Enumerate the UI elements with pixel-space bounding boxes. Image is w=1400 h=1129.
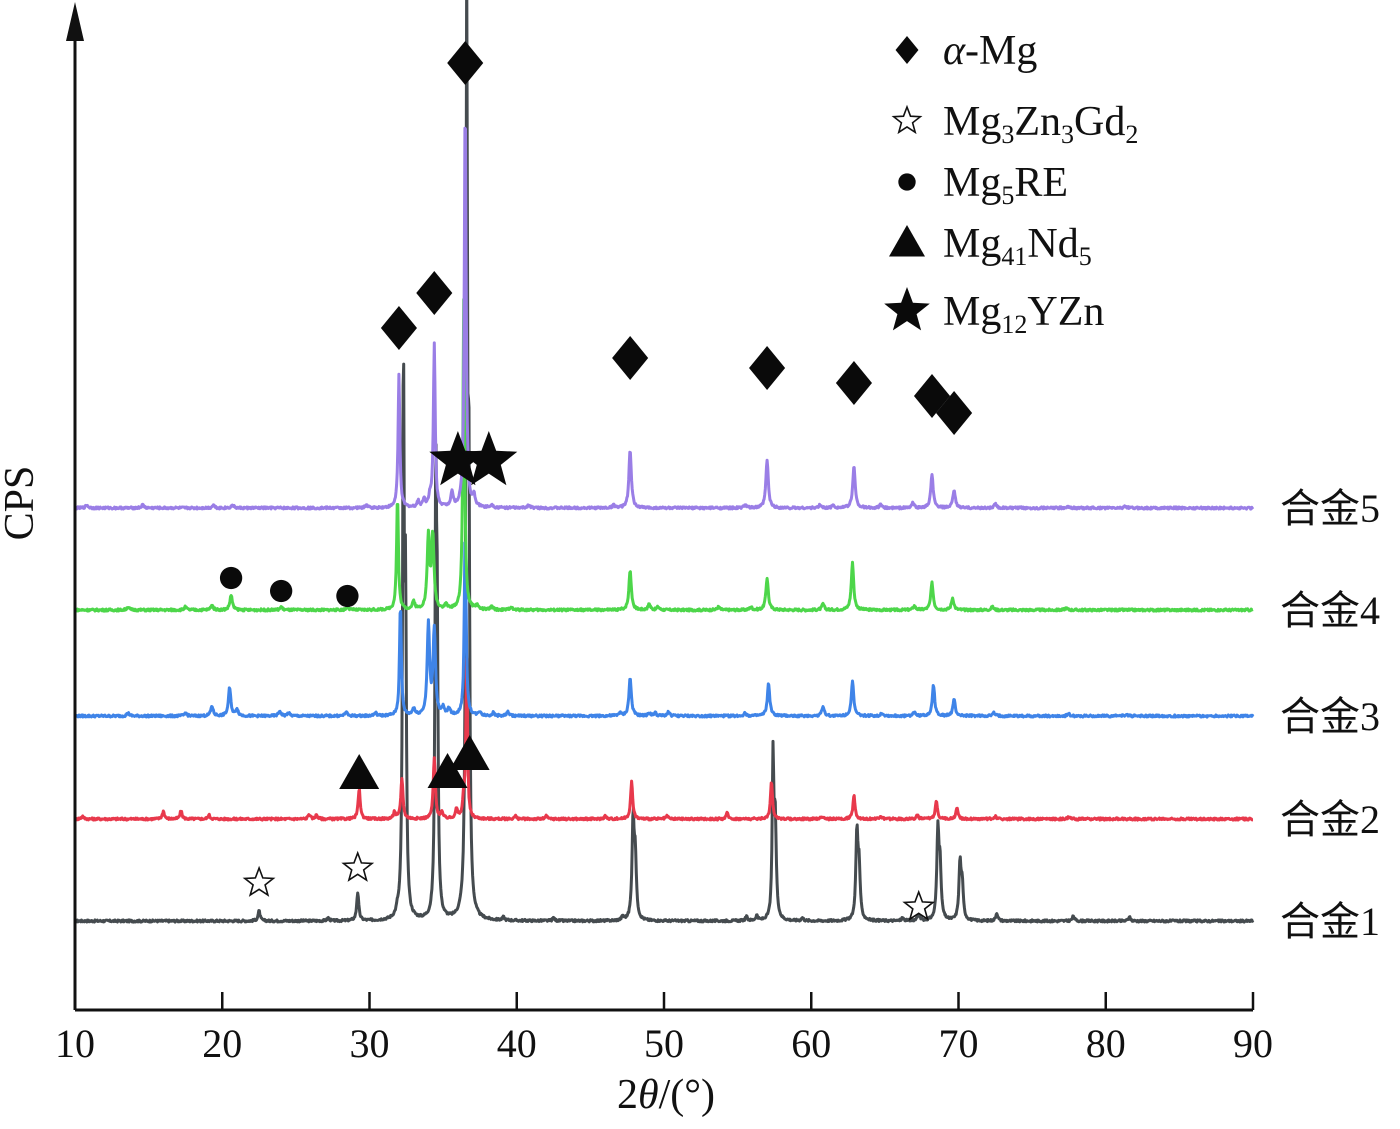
marker-diamond xyxy=(936,391,973,435)
legend-label-part: 3 xyxy=(1061,120,1074,149)
series-line-2 xyxy=(73,656,1254,822)
marker-diamond xyxy=(835,361,872,405)
marker-circle xyxy=(269,579,293,603)
marker-circle xyxy=(219,566,243,590)
legend-label-part: 12 xyxy=(1001,310,1027,339)
legend-label: α-Mg xyxy=(943,28,1037,74)
marker-triangle xyxy=(339,754,380,789)
x-axis-title: 2θ/(°) xyxy=(617,1072,715,1118)
legend-label-part: -Mg xyxy=(965,28,1037,74)
y-axis-title: CPS xyxy=(0,466,43,541)
legend-label-part: 41 xyxy=(1001,242,1027,271)
series-layer xyxy=(73,0,1255,924)
marker-diamond xyxy=(913,374,951,418)
series-label: 合金1 xyxy=(1280,899,1380,944)
legend-label-part: RE xyxy=(1014,160,1068,206)
legend-label-part: Mg xyxy=(943,289,1001,335)
legend-label-part: Mg xyxy=(943,99,1001,145)
legend-label-part: Mg xyxy=(943,160,1001,206)
legend-label-part: α xyxy=(943,28,966,74)
legend-label-part: 5 xyxy=(1079,242,1092,271)
marker-diamond xyxy=(447,41,484,85)
marker-circle xyxy=(336,584,359,608)
marker-layer xyxy=(219,41,973,921)
legend-label-part: YZn xyxy=(1027,289,1104,335)
series-line-5 xyxy=(73,126,1255,511)
legend-label: Mg41​Nd5​ xyxy=(943,221,1092,271)
x-axis-title-prefix: 2 xyxy=(617,1072,638,1118)
marker-open-star xyxy=(902,889,936,921)
legend-symbol-filled-star xyxy=(884,287,930,331)
legend-label-part: Zn xyxy=(1014,99,1061,145)
legend-label-part: 3 xyxy=(1001,120,1014,149)
legend-label-part: 2 xyxy=(1125,120,1138,149)
x-tick-label: 80 xyxy=(1086,1021,1126,1066)
x-tick-label: 40 xyxy=(497,1021,537,1066)
series-labels: 合金1 合金2 合金3 合金4 合金5 xyxy=(1280,486,1380,944)
x-tick-label: 60 xyxy=(791,1021,831,1066)
x-tick-label: 70 xyxy=(939,1021,979,1066)
series-label: 合金5 xyxy=(1280,486,1380,531)
marker-triangle xyxy=(427,753,468,788)
legend-label: Mg5​RE xyxy=(943,160,1068,210)
legend-symbol-open-star xyxy=(891,104,923,135)
marker-triangle xyxy=(449,735,490,770)
marker-diamond xyxy=(380,306,417,350)
legend-label-part: 5 xyxy=(1001,181,1014,210)
marker-diamond xyxy=(749,346,786,390)
legend-label-part: Gd xyxy=(1074,99,1125,145)
marker-filled-star xyxy=(460,431,518,486)
x-axis-title-theta: θ xyxy=(638,1072,659,1118)
series-label: 合金3 xyxy=(1280,694,1380,739)
x-tick-label: 30 xyxy=(350,1021,390,1066)
legend-label-part: Nd xyxy=(1027,221,1078,267)
x-axis-title-suffix: /(°) xyxy=(659,1072,715,1118)
legend: α-Mg Mg3​Zn3​Gd2​ Mg5​RE Mg41​Nd5​ Mg12​YZn xyxy=(884,28,1138,339)
marker-diamond xyxy=(612,336,649,380)
marker-open-star xyxy=(341,850,375,882)
series-label: 合金4 xyxy=(1280,588,1380,633)
x-ticks: 10 20 30 40 50 60 70 80 90 xyxy=(55,992,1273,1066)
series-label: 合金2 xyxy=(1280,797,1380,842)
legend-symbol-diamond xyxy=(895,36,919,64)
legend-symbol-triangle xyxy=(889,225,925,257)
marker-diamond xyxy=(416,271,453,315)
y-axis-arrow-icon xyxy=(66,2,84,41)
x-tick-label: 20 xyxy=(202,1021,242,1066)
series-line-1 xyxy=(74,0,1255,924)
marker-open-star xyxy=(242,865,276,897)
series-line-4 xyxy=(74,297,1254,613)
x-tick-label: 90 xyxy=(1233,1021,1273,1066)
legend-symbol-circle xyxy=(898,173,916,191)
legend-label-part: Mg xyxy=(943,221,1001,267)
legend-label: Mg12​YZn xyxy=(943,289,1104,339)
marker-filled-star xyxy=(429,431,487,486)
x-tick-label: 50 xyxy=(644,1021,684,1066)
series-line-3 xyxy=(73,540,1255,719)
legend-label: Mg3​Zn3​Gd2​ xyxy=(943,99,1138,149)
x-tick-label: 10 xyxy=(55,1021,95,1066)
